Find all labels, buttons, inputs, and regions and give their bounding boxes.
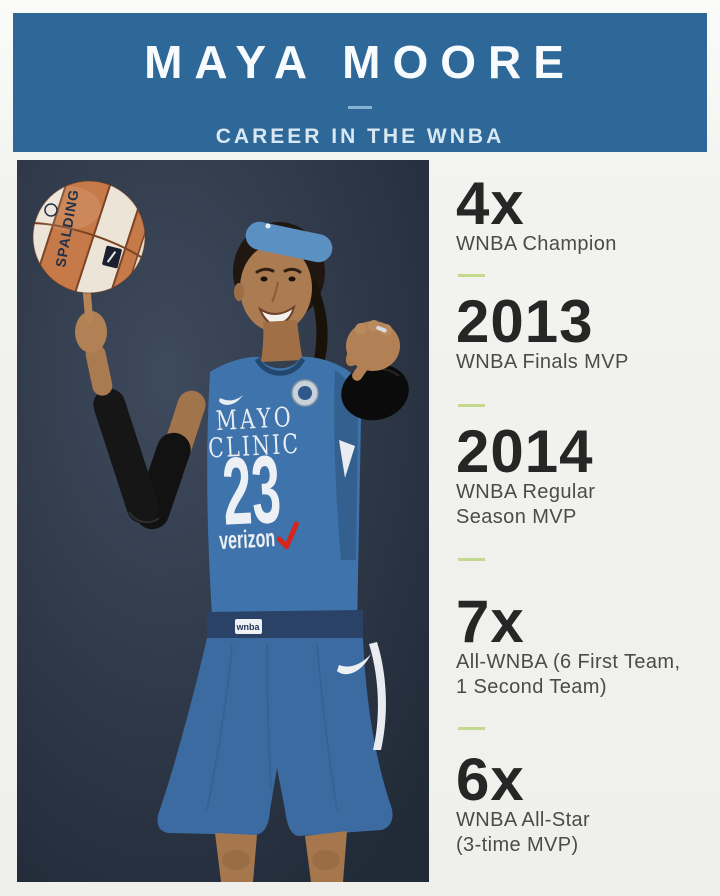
jersey-trim xyxy=(339,440,355,478)
stat-value: 7x xyxy=(456,588,525,655)
stat-divider xyxy=(458,404,485,407)
stat-label: WNBA Regular Season MVP xyxy=(456,481,596,528)
jersey-text-line2: CLINIC xyxy=(208,429,301,465)
player-head xyxy=(233,221,333,368)
jersey: MAYO CLINIC 23 verizon xyxy=(207,356,362,630)
ponytail xyxy=(307,280,328,368)
wnba-logo-patch xyxy=(102,245,122,269)
nike-swoosh-shorts-icon xyxy=(337,654,371,675)
ball-hand xyxy=(75,289,113,396)
jersey-text-line1: MAYO xyxy=(215,402,295,437)
stat-item-champion: 4x WNBA Champion xyxy=(456,174,617,257)
stat-value: 2014 xyxy=(456,418,594,485)
neck xyxy=(261,320,303,362)
ring xyxy=(376,325,387,333)
headband xyxy=(245,221,333,263)
verizon-check-icon xyxy=(276,521,299,550)
page-title: MAYA MOORE xyxy=(144,36,576,88)
stat-label: WNBA All-Star (3-time MVP) xyxy=(456,809,591,856)
header-banner: MAYA MOORE CAREER IN THE WNBA xyxy=(13,13,707,152)
shorts-stripe xyxy=(369,642,386,750)
stat-label: WNBA Finals MVP xyxy=(456,351,629,373)
arm-sleeve xyxy=(93,388,191,530)
stat-item-all-wnba: 7x All-WNBA (6 First Team, 1 Second Team… xyxy=(456,592,680,700)
waistband-tag xyxy=(235,619,262,634)
page-subtitle: CAREER IN THE WNBA xyxy=(215,125,505,148)
player-photo-illustration: SPALDING xyxy=(17,160,429,882)
ball-logo-ring xyxy=(44,203,58,217)
stat-divider xyxy=(458,558,485,561)
stat-item-season-mvp: 2014 WNBA Regular Season MVP xyxy=(456,422,595,530)
jersey-sponsor: verizon xyxy=(218,524,275,555)
stat-item-all-star: 6x WNBA All-Star (3-time MVP) xyxy=(456,750,590,858)
stat-label: All-WNBA (6 First Team, 1 Second Team) xyxy=(456,651,681,698)
stat-value: 2013 xyxy=(456,288,594,355)
shorts: wnba xyxy=(157,610,393,836)
stats-column: 4x WNBA Champion 2013 WNBA Finals MVP 20… xyxy=(456,160,716,882)
stat-item-finals-mvp: 2013 WNBA Finals MVP xyxy=(456,292,629,375)
jersey-number: 23 xyxy=(220,436,284,546)
stat-divider xyxy=(458,274,485,277)
v-neck-trim xyxy=(254,357,306,376)
pointing-hand xyxy=(341,320,409,421)
stat-value: 4x xyxy=(456,170,525,237)
legs xyxy=(215,831,347,882)
waistband xyxy=(207,610,363,640)
nike-swoosh-jersey-icon xyxy=(219,395,243,405)
waistband-tag-text: wnba xyxy=(235,622,260,632)
stat-divider xyxy=(458,727,485,730)
pointing-finger xyxy=(352,352,375,381)
header-divider xyxy=(348,106,372,109)
ear xyxy=(234,283,244,301)
stat-label: WNBA Champion xyxy=(456,233,617,255)
stat-value: 6x xyxy=(456,746,525,813)
player-photo: SPALDING xyxy=(17,160,429,882)
